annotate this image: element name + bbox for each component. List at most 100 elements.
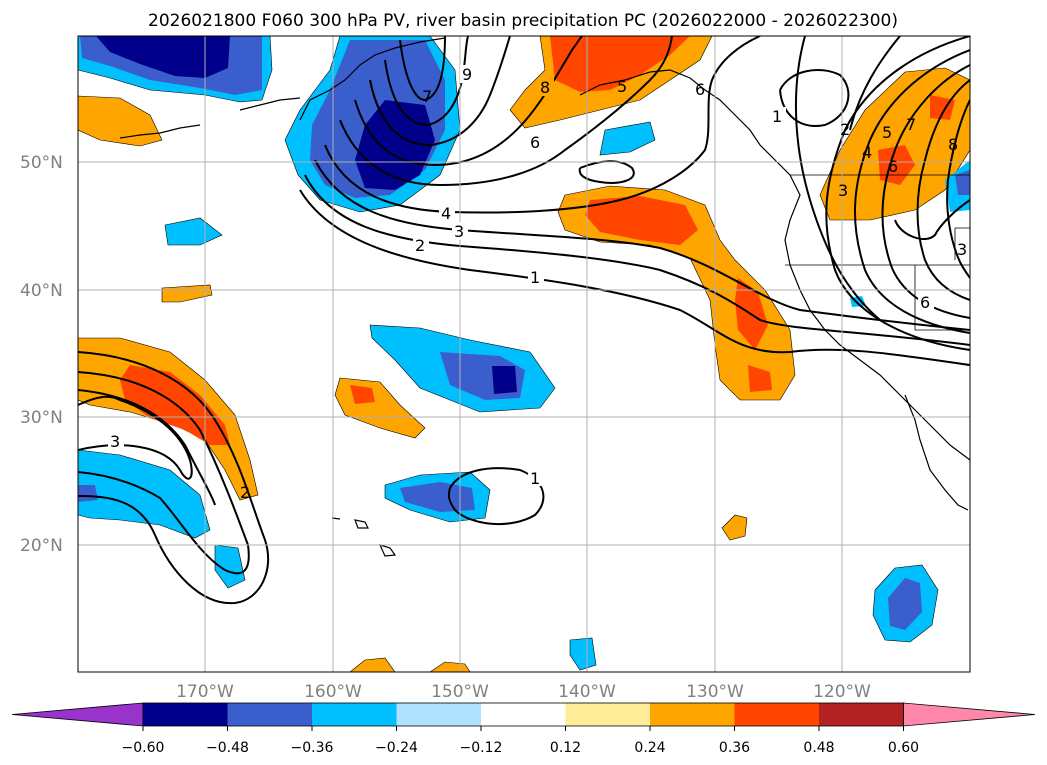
- pv-contour: [324, 36, 761, 214]
- shade-red: [748, 365, 772, 392]
- colorbar-label: −0.36: [291, 740, 334, 756]
- contour-label: 2: [240, 483, 250, 502]
- lon-label: 140°W: [558, 682, 616, 702]
- shade-red: [350, 385, 375, 404]
- contour-label: 7: [422, 87, 432, 106]
- colorbar-extend-high: [903, 702, 1036, 727]
- contour-label: 3: [454, 222, 464, 241]
- colorbar-box: [227, 703, 312, 726]
- pv-contour: [849, 36, 901, 131]
- colorbar-box: [396, 703, 481, 726]
- shade-blue-light: [78, 449, 211, 539]
- pv-contour: [314, 159, 970, 331]
- pv-contour: [894, 199, 970, 240]
- pv-contour: [304, 174, 970, 346]
- shade-blue-mid: [888, 578, 922, 630]
- shade-orange: [349, 657, 396, 672]
- lon-label: 160°W: [304, 682, 362, 702]
- colorbar-label: 0.60: [888, 740, 919, 756]
- pv-contour: [854, 49, 970, 334]
- shade-blue-dark: [96, 36, 230, 78]
- lat-axis-labels: 50°N 40°N 30°N 20°N: [20, 153, 63, 556]
- colorbar-label: −0.48: [206, 740, 249, 756]
- lon-label: 170°W: [176, 682, 234, 702]
- colorbar-label: 0.24: [634, 740, 665, 756]
- contour-label: 7: [906, 115, 916, 134]
- colorbar: [11, 702, 1036, 731]
- contour-label: 3: [838, 181, 848, 200]
- colorbar-label: −0.60: [122, 740, 165, 756]
- pv-contour: [825, 36, 970, 351]
- pv-contour: [578, 160, 635, 184]
- pv-contour: [369, 36, 511, 147]
- pv-contour: [916, 79, 970, 301]
- contour-label: 6: [920, 293, 930, 312]
- pv-contour: [354, 36, 583, 167]
- pv-contour: [399, 36, 446, 102]
- contour-label: 2: [840, 120, 850, 139]
- shade-blue-mid: [78, 485, 98, 502]
- colorbar-label: −0.12: [460, 740, 503, 756]
- colorbar-box: [734, 703, 819, 726]
- contour-label: 6: [530, 133, 540, 152]
- colorbar-box: [481, 703, 566, 726]
- coastline-layer: [119, 37, 970, 557]
- contour-label-layer: 1 2 3 4 6 8 9 7 5 6 1 3 2 1 2 3 4 5 6 6 …: [108, 65, 967, 502]
- colorbar-label: 0.12: [550, 740, 581, 756]
- plot-frame: [77, 35, 971, 673]
- shade-blue-light: [214, 544, 246, 589]
- pv-contour: [384, 36, 469, 127]
- shade-orange: [78, 95, 163, 147]
- contour-label: 1: [530, 268, 540, 287]
- contour-label: 9: [462, 65, 472, 84]
- contour-label: 8: [540, 78, 550, 97]
- lat-label: 30°N: [20, 408, 63, 428]
- colorbar-label: 0.36: [719, 740, 750, 756]
- shade-blue-mid: [955, 170, 970, 195]
- colorbar-box: [650, 703, 735, 726]
- shade-blue-dark: [492, 366, 517, 394]
- lat-label: 20°N: [20, 536, 63, 556]
- pv-contour: [78, 389, 216, 506]
- gridlines: [78, 36, 970, 672]
- shade-blue-light: [599, 121, 656, 156]
- lon-axis-labels: 170°W 160°W 150°W 140°W 130°W 120°W: [176, 682, 871, 702]
- contour-label: 5: [882, 123, 892, 142]
- pv-contour: [779, 69, 850, 127]
- colorbar-labels: −0.60 −0.48 −0.36 −0.24 −0.12 0.12 0.24 0.36 0.4…: [122, 740, 920, 756]
- contour-label: 5: [617, 77, 627, 96]
- pv-contour: [946, 99, 970, 279]
- shade-blue-light: [164, 217, 223, 246]
- lon-label: 130°W: [686, 682, 744, 702]
- pv-contour: [447, 467, 545, 526]
- contour-label: 6: [888, 157, 898, 176]
- contour-label: 3: [110, 432, 120, 451]
- contour-label: 8: [948, 135, 958, 154]
- colorbar-box: [143, 703, 228, 726]
- colorbar-box: [312, 703, 397, 726]
- shade-red: [585, 196, 698, 245]
- shade-red: [550, 36, 690, 92]
- contour-label: 1: [530, 469, 540, 488]
- contour-label: 2: [415, 236, 425, 255]
- contour-label: 4: [862, 143, 872, 162]
- pv-contour: [78, 371, 250, 575]
- colorbar-label: 0.48: [803, 740, 834, 756]
- colorbar-outline: [142, 702, 904, 727]
- contour-label: 3: [957, 240, 967, 259]
- colorbar-box: [565, 703, 650, 726]
- shade-blue-mid: [400, 482, 475, 512]
- pv-contour: [794, 36, 881, 321]
- lon-label: 120°W: [813, 682, 871, 702]
- colorbar-label: −0.24: [375, 740, 418, 756]
- shading-layer: [78, 36, 970, 672]
- lat-label: 40°N: [20, 281, 63, 301]
- contour-label: 4: [441, 204, 451, 223]
- lon-label: 150°W: [431, 682, 489, 702]
- pv-contour-layer: [78, 36, 970, 605]
- colorbar-box: [819, 703, 904, 726]
- shade-blue-light: [569, 637, 597, 671]
- contour-label: 6: [695, 80, 705, 99]
- shade-orange: [557, 185, 796, 401]
